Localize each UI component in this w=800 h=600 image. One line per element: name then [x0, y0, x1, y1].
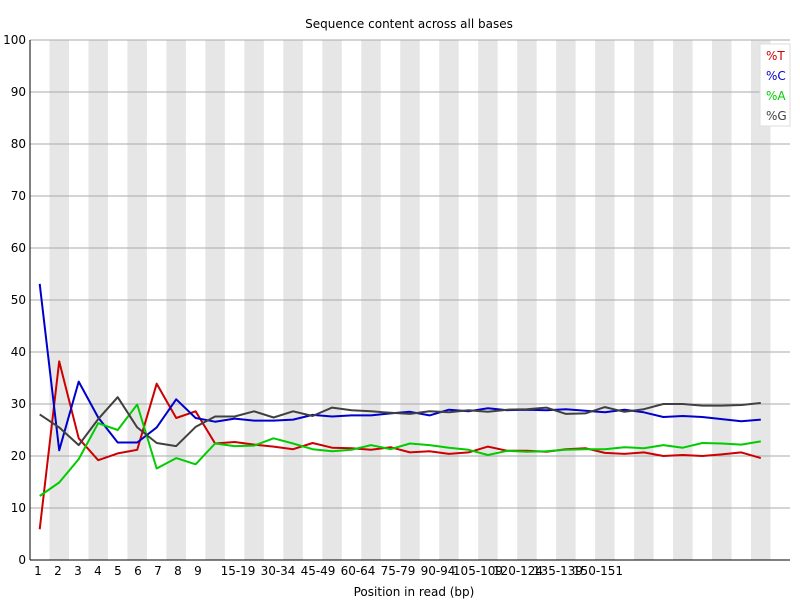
x-tick-label: 5	[114, 564, 122, 578]
y-tick-label: 90	[11, 85, 26, 99]
y-tick-label: 20	[11, 449, 26, 463]
x-axis-label: Position in read (bp)	[354, 585, 475, 599]
legend-entry: %A	[766, 89, 786, 103]
chart-title: Sequence content across all bases	[305, 17, 513, 31]
series-line-a	[39, 403, 761, 497]
series-line-t	[38, 360, 762, 530]
x-tick-label: 6	[134, 564, 142, 578]
y-tick-label: 70	[11, 189, 26, 203]
y-tick-label: 0	[18, 553, 26, 567]
x-tick-label: 150-151	[573, 564, 623, 578]
x-tick-label: 3	[74, 564, 82, 578]
legend-box	[759, 43, 791, 127]
x-tick-label: 9	[194, 564, 202, 578]
x-tick-label: 1	[34, 564, 42, 578]
legend-entry: %G	[766, 109, 787, 123]
x-axis-ticks: 1 2 3 4 5 6 7 8 9 15-19 30-34 45-49 60-64 75-79 90-941…	[34, 564, 623, 578]
x-tick-label: 30-34	[261, 564, 296, 578]
x-tick-label: 60-64	[341, 564, 376, 578]
y-tick-label: 40	[11, 345, 26, 359]
x-tick-label: 120-124	[493, 564, 543, 578]
axes	[29, 40, 790, 561]
series-lines	[38, 283, 762, 530]
x-tick-label: 90-94	[421, 564, 456, 578]
x-tick-label: 2	[54, 564, 62, 578]
legend-entry: %T	[766, 49, 785, 63]
y-axis-ticks: 0 10 20 30 40 50 60 70 80 90 100	[3, 33, 26, 567]
y-tick-label: 50	[11, 293, 26, 307]
x-tick-label: 15-19	[221, 564, 256, 578]
x-tick-label: 105-109	[453, 564, 503, 578]
x-tick-label: 135-139	[533, 564, 583, 578]
x-tick-label: 45-49	[301, 564, 336, 578]
x-tick-label: 7	[154, 564, 162, 578]
series-line-g	[39, 396, 761, 448]
y-tick-label: 10	[11, 501, 26, 515]
x-tick-label: 4	[94, 564, 102, 578]
y-tick-label: 30	[11, 397, 26, 411]
legend-entry: %C	[766, 69, 786, 83]
y-tick-label: 100	[3, 33, 26, 47]
x-tick-label: 75-79	[381, 564, 416, 578]
legend: %T %C %A %G	[759, 43, 791, 127]
y-tick-label: 60	[11, 241, 26, 255]
y-tick-label: 80	[11, 137, 26, 151]
x-tick-label: 8	[174, 564, 182, 578]
